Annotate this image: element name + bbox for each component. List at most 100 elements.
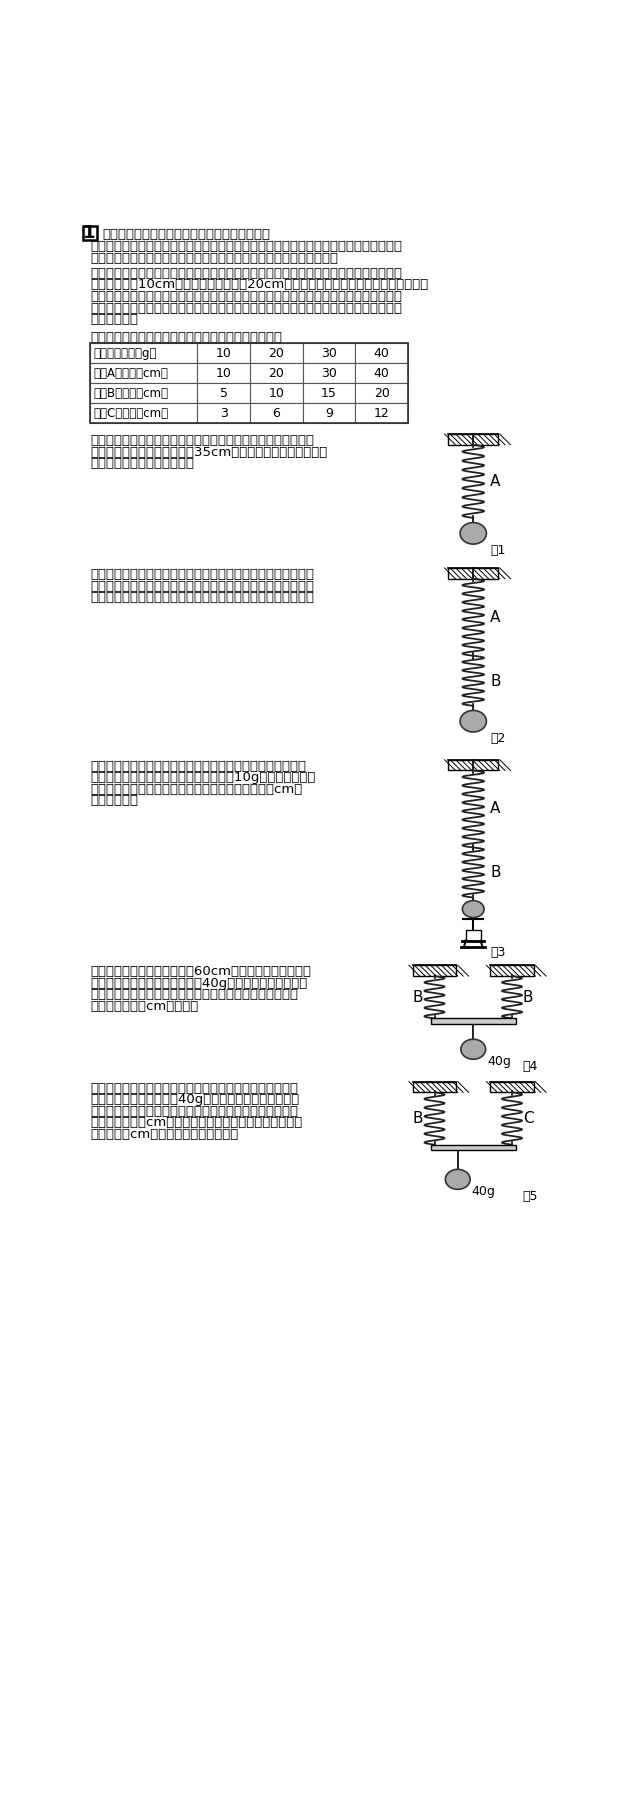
Bar: [250, 404, 303, 424]
Text: ころ，棒は水平になりました。このとき，ばねＢの: ころ，棒は水平になりました。このとき，ばねＢの: [90, 988, 298, 1001]
Text: C: C: [523, 1110, 534, 1127]
Text: 図1: 図1: [490, 544, 505, 557]
Text: 30: 30: [321, 366, 337, 380]
Text: のとします。: のとします。: [90, 313, 139, 326]
Bar: [90, 344, 197, 364]
Text: 40g: 40g: [487, 1056, 511, 1068]
Text: 10: 10: [268, 386, 285, 400]
Bar: [490, 965, 534, 976]
Bar: [197, 364, 250, 384]
Bar: [356, 404, 408, 424]
Text: 図4: 図4: [523, 1059, 539, 1072]
Text: にある重さのおもりをつないだところ，ばねＡとＢが同: にある重さのおもりをつないだところ，ばねＡとＢが同: [90, 579, 314, 593]
Text: 15: 15: [321, 386, 337, 400]
Text: すか。: すか。: [90, 794, 139, 808]
Bar: [197, 384, 250, 404]
Ellipse shape: [462, 901, 484, 917]
Bar: [449, 433, 498, 444]
Text: A: A: [490, 610, 500, 624]
Text: 1: 1: [84, 224, 96, 242]
Bar: [90, 384, 197, 404]
Text: 30: 30: [321, 346, 337, 360]
Bar: [197, 404, 250, 424]
Text: 6: 6: [273, 406, 280, 420]
Bar: [449, 568, 498, 579]
Text: かりをおいたところ，台はかりは10gを示しました。: かりをおいたところ，台はかりは10gを示しました。: [90, 772, 316, 784]
Text: ばねBの伸び（cm）: ばねBの伸び（cm）: [94, 386, 168, 400]
Bar: [356, 384, 408, 404]
Text: B: B: [413, 1110, 423, 1127]
Bar: [449, 759, 498, 770]
Text: ところ，ばねの長さが35cmになりました。このおもり: ところ，ばねの長さが35cmになりました。このおもり: [90, 446, 328, 459]
Ellipse shape: [461, 1039, 485, 1059]
Text: 10: 10: [216, 346, 232, 360]
Bar: [413, 1081, 456, 1092]
Text: ばねCの伸び（cm）: ばねCの伸び（cm）: [94, 406, 168, 420]
Text: B: B: [413, 990, 423, 1005]
Text: の両はにつなぎ，40gのおもりの位置をかえたと: の両はにつなぎ，40gのおもりの位置をかえたと: [90, 1094, 300, 1107]
Ellipse shape: [446, 1170, 470, 1190]
Bar: [90, 404, 197, 424]
Text: おもりの重さ（g）: おもりの重さ（g）: [94, 346, 157, 360]
Bar: [356, 344, 408, 364]
Text: 三つの異なる種類のばねを使って実験を行いました。力が加わっていないときの長さ: 三つの異なる種類のばねを使って実験を行いました。力が加わっていないときの長さ: [90, 268, 402, 280]
Bar: [84, 226, 97, 240]
Text: 12: 12: [374, 406, 389, 420]
Text: （４）　図４のように，長さ60cmの一様な棒の両はにば: （４） 図４のように，長さ60cmの一様な棒の両はにば: [90, 965, 311, 979]
Text: B: B: [490, 673, 501, 688]
Text: は，ばねＡが10cm，ばねＢとばねＣは20cmです。以下の表はそれぞれのばねにおも: は，ばねＡが10cm，ばねＢとばねＣは20cmです。以下の表はそれぞれのばねにお…: [90, 278, 429, 291]
Bar: [90, 344, 408, 424]
Ellipse shape: [460, 710, 487, 732]
Bar: [413, 965, 456, 976]
Text: 表　ばねにつるしたおもりの重さとばねの伸びの関係: 表 ばねにつるしたおもりの重さとばねの伸びの関係: [90, 331, 283, 344]
Bar: [250, 384, 303, 404]
Text: 9: 9: [325, 406, 333, 420]
Bar: [303, 344, 356, 364]
Text: A: A: [490, 475, 500, 490]
Bar: [303, 384, 356, 404]
Text: ねＢをとりつけ，中央に40gのおもりをつないだと: ねＢをとりつけ，中央に40gのおもりをつないだと: [90, 977, 308, 990]
Bar: [490, 1081, 534, 1092]
Text: 40g: 40g: [472, 1185, 495, 1198]
Bar: [431, 1019, 516, 1025]
Text: じ長さになりました。このおもりの重さは何ｇですか。: じ長さになりました。このおもりの重さは何ｇですか。: [90, 592, 314, 604]
Text: （２）　図２のように，ばねＡとＢを直列につないで，Ｂの下: （２） 図２のように，ばねＡとＢを直列につないで，Ｂの下: [90, 568, 314, 581]
Text: 40: 40: [374, 346, 390, 360]
Text: B: B: [490, 864, 501, 881]
Bar: [303, 404, 356, 424]
Text: このとき，ばねＡとＢの長さはあわせて何cmで: このとき，ばねＡとＢの長さはあわせて何cmで: [90, 783, 303, 795]
Text: りをつるしたときのばねの伸びを記録したものです。次の問いに答えなさい。ただし，: りをつるしたときのばねの伸びを記録したものです。次の問いに答えなさい。ただし，: [90, 289, 402, 302]
Text: 20: 20: [268, 346, 285, 360]
Text: B: B: [523, 990, 534, 1005]
Text: ただし，割り算が必要な場合は，分数ではなく小数で答えなさい。また，割り切れな: ただし，割り算が必要な場合は，分数ではなく小数で答えなさい。また，割り切れな: [90, 240, 402, 253]
Bar: [90, 364, 197, 384]
Text: の重さは何ｇですか。: の重さは何ｇですか。: [90, 457, 195, 470]
Bar: [356, 364, 408, 384]
Bar: [431, 1145, 516, 1150]
Text: ら何cmのところにありますか。: ら何cmのところにありますか。: [90, 1128, 238, 1141]
Text: 図5: 図5: [523, 1190, 539, 1203]
Text: ころ，棒は水平になりました。このとき，ばねＢの: ころ，棒は水平になりました。このとき，ばねＢの: [90, 1105, 298, 1117]
Text: A: A: [490, 801, 500, 817]
Text: 次の文章を読んで，あとの問いに答えなさい。: 次の文章を読んで，あとの問いに答えなさい。: [103, 228, 271, 240]
Text: 3: 3: [220, 406, 228, 420]
Text: 10: 10: [216, 366, 232, 380]
Text: 40: 40: [374, 366, 390, 380]
Text: （５）　図５のように，ばねＢとばねＣを（４）と同じ棒: （５） 図５のように，ばねＢとばねＣを（４）と同じ棒: [90, 1081, 298, 1094]
Text: 20: 20: [268, 366, 285, 380]
Bar: [250, 344, 303, 364]
Text: （３）　図３のように，（２）の状態からおもりの下に台は: （３） 図３のように，（２）の状態からおもりの下に台は: [90, 759, 306, 774]
Text: ばねAの伸び（cm）: ばねAの伸び（cm）: [94, 366, 168, 380]
Text: 5: 5: [220, 386, 228, 400]
Text: 長さは何cmですか。また，おもりは棒の左はしか: 長さは何cmですか。また，おもりは棒の左はしか: [90, 1116, 303, 1128]
Text: い場合のみ，小数第２位を四捨五入して小数第１位まで答えなさい。: い場合のみ，小数第２位を四捨五入して小数第１位まで答えなさい。: [90, 251, 338, 264]
Polygon shape: [466, 930, 481, 941]
Bar: [303, 364, 356, 384]
Ellipse shape: [460, 522, 487, 544]
Text: ばねの重さと（４）以降の棒の重さ，おもりについている糸の重さは考えなくてよいも: ばねの重さと（４）以降の棒の重さ，おもりについている糸の重さは考えなくてよいも: [90, 302, 402, 315]
Text: 図2: 図2: [490, 732, 505, 744]
Text: 長さは何cmですか。: 長さは何cmですか。: [90, 999, 198, 1014]
Text: 20: 20: [374, 386, 390, 400]
Bar: [197, 344, 250, 364]
Bar: [250, 364, 303, 384]
